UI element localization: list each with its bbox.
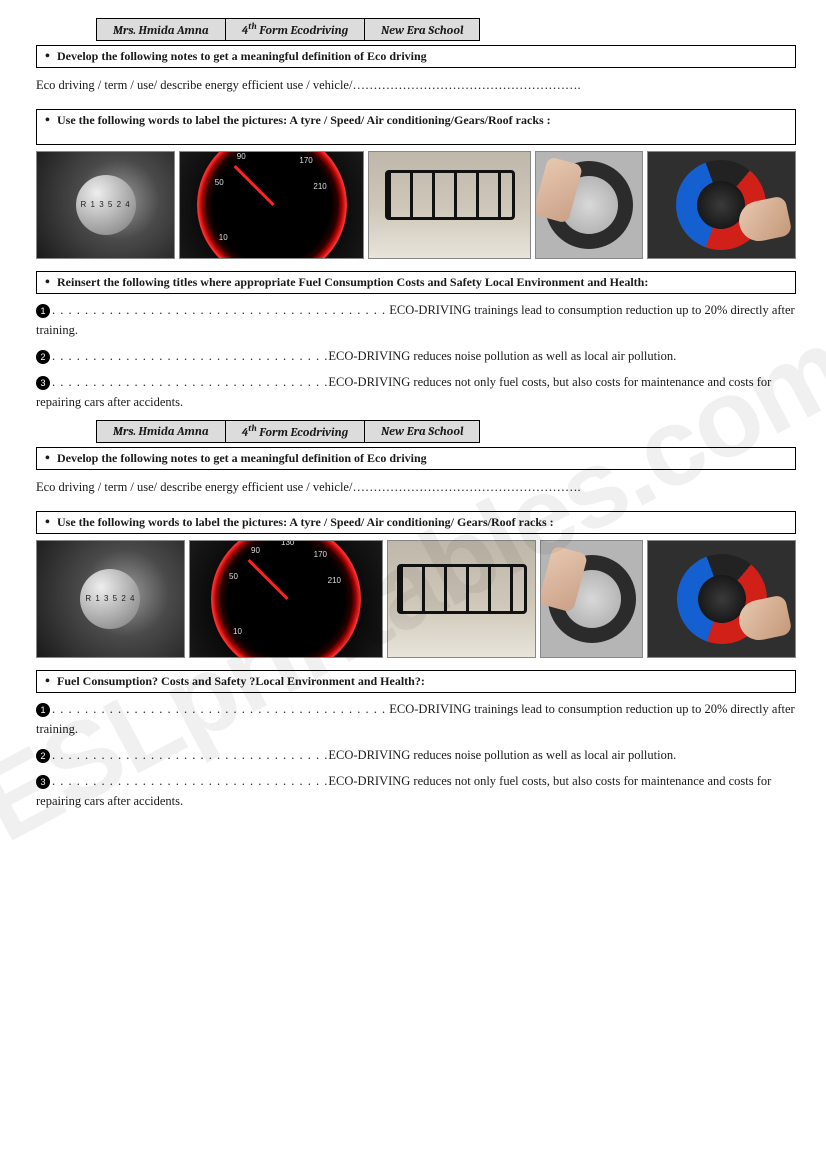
badge-3: 3 [36,775,50,789]
form-sup: th [248,424,256,434]
form-sup: th [248,22,256,32]
roof-rack-icon [397,564,527,614]
item-1-top: 1. . . . . . . . . . . . . . . . . . . .… [36,300,796,340]
badge-2: 2 [36,350,50,364]
speedometer-icon: 105090130170210 [197,151,347,259]
image-row-bottom: R 1 3 5 2 4 105090130170210 [36,540,796,658]
header-form: 4th Form Ecodriving [225,420,365,442]
header-teacher: Mrs. Hmida Amna [97,420,226,442]
gear-knob-icon: R 1 3 5 2 4 [76,175,136,235]
header-school: New Era School [365,420,480,442]
image-row-top: R 1 3 5 2 4 105090130170210 [36,151,796,259]
item-3-top: 3. . . . . . . . . . . . . . . . . . . .… [36,372,796,412]
roof-rack-icon [385,170,515,220]
header-table-bottom: Mrs. Hmida Amna 4th Form Ecodriving New … [96,420,480,443]
header-school: New Era School [365,19,480,41]
definition-line-top: Eco driving / term / use/ describe energ… [36,76,796,95]
blank-dots: . . . . . . . . . . . . . . . . . . . . … [52,349,328,363]
speedometer-icon: 105090130170210 [211,540,361,658]
picture-air-conditioning [647,540,796,658]
form-suffix: Form Ecodriving [257,425,348,439]
item-2-bottom: 2. . . . . . . . . . . . . . . . . . . .… [36,745,796,765]
badge-1: 1 [36,703,50,717]
header-teacher: Mrs. Hmida Amna [97,19,226,41]
blank-dots: . . . . . . . . . . . . . . . . . . . . … [52,303,386,317]
picture-gears: R 1 3 5 2 4 [36,151,175,259]
instruction-develop-top: Develop the following notes to get a mea… [36,45,796,68]
definition-line-bottom: Eco driving / term / use/ describe energ… [36,478,796,497]
blank-dots: . . . . . . . . . . . . . . . . . . . . … [52,375,328,389]
picture-speed: 105090130170210 [179,151,364,259]
form-suffix: Form Ecodriving [257,23,348,37]
blank-dots: . . . . . . . . . . . . . . . . . . . . … [52,702,386,716]
instruction-develop-bottom: Develop the following notes to get a mea… [36,447,796,470]
item-3-bottom: 3. . . . . . . . . . . . . . . . . . . .… [36,771,796,811]
blank-dots: . . . . . . . . . . . . . . . . . . . . … [52,748,328,762]
item-1-bottom: 1. . . . . . . . . . . . . . . . . . . .… [36,699,796,739]
badge-1: 1 [36,304,50,318]
picture-air-conditioning [647,151,796,259]
instruction-label-top: Use the following words to label the pic… [36,109,796,145]
instruction-label-bottom: Use the following words to label the pic… [36,511,796,534]
badge-2: 2 [36,749,50,763]
header-form: 4th Form Ecodriving [225,19,365,41]
picture-roof-rack [368,151,531,259]
badge-3: 3 [36,376,50,390]
picture-tyre [535,151,642,259]
picture-gears: R 1 3 5 2 4 [36,540,185,658]
item-2-text: ECO-DRIVING reduces noise pollution as w… [328,349,676,363]
blank-dots: . . . . . . . . . . . . . . . . . . . . … [52,774,328,788]
picture-speed: 105090130170210 [189,540,383,658]
item-2-text: ECO-DRIVING reduces noise pollution as w… [328,748,676,762]
gear-knob-icon: R 1 3 5 2 4 [80,569,140,629]
item-2-top: 2. . . . . . . . . . . . . . . . . . . .… [36,346,796,366]
picture-tyre [540,540,643,658]
picture-roof-rack [387,540,536,658]
instruction-reinsert: Reinsert the following titles where appr… [36,271,796,294]
instruction-questions: Fuel Consumption? Costs and Safety ?Loca… [36,670,796,693]
header-table-top: Mrs. Hmida Amna 4th Form Ecodriving New … [96,18,480,41]
